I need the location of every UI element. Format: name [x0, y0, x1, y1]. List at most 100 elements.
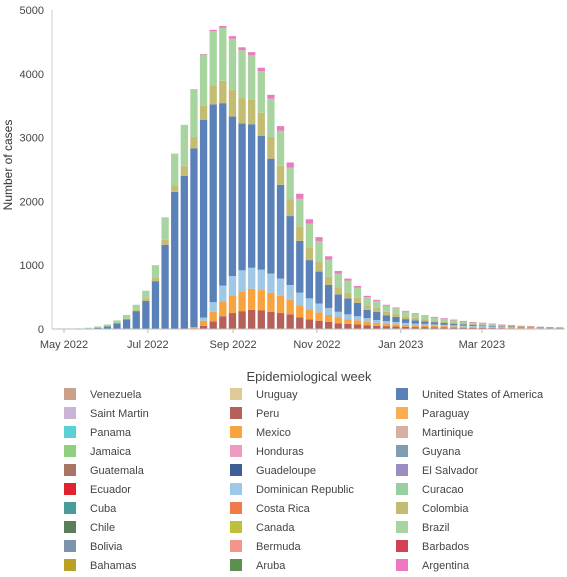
bar-segment: [536, 327, 544, 328]
bar-segment: [228, 313, 237, 329]
bar-segment: [363, 321, 371, 326]
bar-segment: [334, 287, 342, 295]
legend-swatch: [230, 502, 242, 514]
legend-swatch: [230, 445, 242, 457]
bar-segment: [180, 166, 188, 176]
bar-segment: [421, 319, 429, 322]
legend-swatch: [230, 559, 242, 571]
legend-swatch: [64, 464, 76, 476]
legend-swatch: [230, 426, 242, 438]
bar-segment: [459, 325, 467, 327]
legend-swatch: [396, 540, 408, 552]
bar-segment: [382, 321, 391, 324]
bar-segment: [315, 240, 323, 262]
bar-segment: [507, 325, 516, 327]
bar-segment: [488, 323, 496, 325]
bar-segment: [325, 314, 333, 322]
bar-segment: [488, 325, 496, 327]
bar-segment: [257, 135, 265, 270]
legend-swatch: [396, 445, 408, 457]
bar-segment: [94, 327, 102, 329]
bar-segment: [113, 322, 121, 324]
bar-segment: [440, 327, 448, 329]
bar-segment: [219, 25, 227, 28]
bar-segment: [238, 50, 246, 99]
legend-label: Venezuela: [90, 389, 142, 401]
bar-segment: [199, 320, 208, 326]
bar-segment: [459, 326, 467, 328]
bar-segment: [276, 278, 285, 296]
bar-segment: [411, 323, 419, 326]
bar-segment: [325, 276, 333, 285]
legend-swatch: [64, 559, 76, 571]
bar-segment: [353, 302, 362, 317]
bar-segment: [527, 327, 535, 329]
bar-segment: [199, 119, 208, 318]
y-tick-label: 2000: [20, 196, 44, 208]
bar-segment: [142, 290, 150, 299]
bar-segment: [363, 325, 371, 329]
bar-segment: [478, 322, 487, 325]
bar-segment: [440, 321, 448, 323]
bar-segment: [334, 294, 342, 312]
bar-segment: [113, 323, 121, 329]
bar-segment: [536, 328, 544, 329]
bar-segment: [478, 325, 487, 327]
bar-segment: [392, 307, 400, 309]
bar-segment: [344, 319, 352, 324]
bar-segment: [142, 298, 150, 301]
legend-swatch: [64, 483, 76, 495]
bar-segment: [228, 295, 237, 314]
x-axis: May 2022 Jul 2022 Sep 2022 Nov 2022 Jan 2023…: [40, 328, 565, 351]
bar-segment: [392, 313, 400, 317]
legend-swatch: [230, 483, 242, 495]
bar-segment: [430, 325, 439, 328]
bar-segment: [411, 320, 419, 324]
bar-segment: [363, 295, 371, 298]
bar-segment: [517, 327, 525, 329]
legend-label: Dominican Republic: [256, 484, 354, 496]
bar-segment: [103, 324, 112, 327]
bar-segment: [305, 219, 314, 224]
bar-segment: [238, 291, 246, 312]
bar-segment: [421, 321, 429, 324]
y-tick-label: 1000: [20, 260, 44, 272]
bar-segment: [276, 295, 285, 314]
bar-segment: [276, 184, 285, 279]
bar-segment: [315, 261, 323, 272]
bar-segment: [382, 323, 391, 327]
bar-segment: [382, 305, 391, 312]
bar-segment: [392, 326, 400, 329]
x-tick-label: Mar 2023: [459, 339, 505, 351]
legend-label: Bolivia: [90, 541, 123, 553]
legend-label: Mexico: [256, 427, 291, 439]
bar-segment: [546, 326, 554, 328]
x-tick-label: May 2022: [40, 339, 88, 351]
bar-segment: [257, 71, 265, 113]
y-tick-label: 5000: [20, 5, 44, 17]
bar-segment: [469, 324, 477, 326]
legend-swatch: [64, 540, 76, 552]
bar-segment: [334, 317, 342, 324]
bar-segment: [440, 324, 448, 327]
bar-segment: [296, 193, 304, 199]
bar-segment: [440, 318, 448, 322]
legend-swatch: [64, 445, 76, 457]
bar-segment: [430, 320, 439, 323]
legend-swatch: [396, 388, 408, 400]
bar-segment: [276, 130, 285, 166]
bar-segment: [190, 327, 198, 329]
bar-segment: [228, 36, 237, 39]
bar-segment: [103, 326, 112, 329]
bar-segment: [209, 85, 217, 105]
bar-segment: [113, 320, 121, 323]
bar-segment: [199, 54, 208, 106]
bar-segment: [171, 153, 179, 186]
legend-swatch: [396, 521, 408, 533]
bar-segment: [325, 256, 333, 260]
bar-segment: [334, 311, 342, 318]
legend-label: Honduras: [256, 446, 304, 458]
legend-label: Chile: [90, 522, 115, 534]
bar-segment: [84, 327, 92, 329]
